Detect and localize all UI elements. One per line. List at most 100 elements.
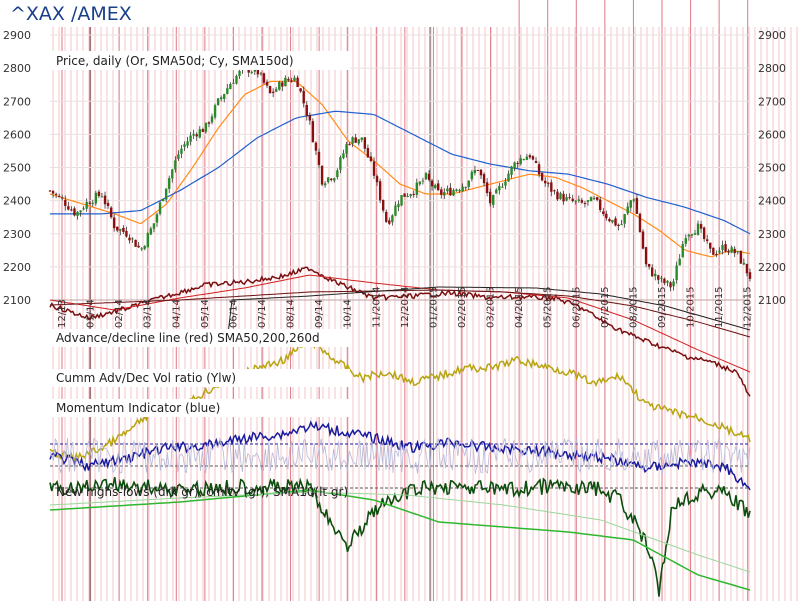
candle-body [437, 183, 440, 191]
candle-body [375, 176, 379, 183]
candle-body [79, 210, 82, 213]
x-tick-label: 06/14 [228, 299, 239, 328]
candle-body [479, 169, 483, 176]
candle-body [354, 137, 357, 143]
candle-body [495, 189, 498, 194]
candle-body [134, 239, 137, 247]
x-tick-label: 03/14 [143, 299, 154, 328]
candle-body [372, 161, 376, 176]
y-tick-label-right: 2800 [758, 62, 786, 75]
candle-body [553, 190, 556, 192]
y-tick-label-left: 2600 [3, 128, 31, 141]
candle-body [256, 66, 260, 75]
y-tick-label-right: 2600 [758, 128, 786, 141]
candle-body [91, 202, 94, 204]
candle-body [94, 192, 98, 204]
y-ticks-right: 2900 2800 2700 2600 2500 2400 2300 2200 2100 [758, 29, 786, 307]
candle-body [259, 73, 263, 75]
candle-body [116, 226, 119, 231]
legend-advol-box [50, 369, 350, 387]
candle-body [730, 247, 733, 253]
candle-body [305, 104, 308, 116]
candle-body [418, 181, 422, 185]
candle-body [693, 233, 697, 235]
candle-body [458, 189, 461, 191]
candle-body [238, 71, 241, 76]
candle-body [183, 144, 186, 148]
candle-body [415, 182, 419, 195]
candle-body [140, 248, 143, 250]
candle-body [180, 148, 183, 154]
candle-body [718, 250, 721, 253]
candle-body [400, 195, 403, 206]
candle-body [100, 196, 104, 198]
candle-body [207, 122, 211, 124]
candle-body [103, 195, 107, 205]
candle-body [470, 171, 474, 180]
x-tick-label: 05/2015 [543, 286, 554, 328]
candle-body [498, 185, 501, 191]
x-tick-label: 11/2015 [714, 286, 725, 328]
new-highs-lows-line [49, 477, 751, 597]
y-tick-label-left: 2500 [3, 162, 31, 175]
candle-body [580, 200, 584, 203]
candle-body [430, 180, 434, 187]
candle-body [48, 190, 52, 192]
candle-body [440, 189, 443, 195]
candle-body [381, 199, 385, 211]
legend-momentum-box [50, 399, 350, 417]
candle-body [556, 191, 559, 200]
candle-body [626, 206, 629, 214]
candle-body [623, 214, 626, 224]
candle-body [112, 217, 116, 229]
x-tick-label: 04/14 [171, 299, 182, 328]
candle-body [229, 83, 232, 90]
x-tick-label: 02/2015 [457, 286, 468, 328]
legend-price-box [50, 51, 350, 70]
candle-body [333, 178, 336, 181]
ad-sma200-line [49, 289, 751, 338]
candle-body [265, 81, 269, 86]
candle-body [586, 200, 590, 202]
candle-body [589, 197, 593, 202]
candle-body [501, 186, 504, 188]
candle-body [592, 198, 596, 200]
new-highs-lows-sma10-line [49, 491, 751, 573]
x-tick-label: 01/2015 [428, 286, 439, 328]
candle-body [275, 89, 278, 92]
candle-body [64, 199, 67, 207]
candle-body [299, 88, 302, 92]
candle-body [654, 273, 657, 277]
candle-body [446, 188, 449, 192]
candle-body [727, 251, 730, 253]
y-tick-label-right: 2100 [758, 294, 786, 307]
candle-body [666, 280, 669, 283]
candle-body [427, 173, 431, 180]
y-tick-label-left: 2700 [3, 95, 31, 108]
legend-price: Price, daily (Or, SMA50d; Cy, SMA150d) [56, 54, 294, 68]
candle-body [323, 183, 327, 186]
candle-body [109, 207, 113, 218]
x-tick-label: 01/14 [86, 299, 97, 328]
candle-body [522, 159, 525, 161]
candle-body [513, 162, 516, 169]
sma50-line [49, 80, 751, 258]
candle-body [287, 79, 290, 81]
y-tick-label-left: 2100 [3, 294, 31, 307]
candle-body [164, 188, 168, 200]
candle-body [106, 203, 110, 206]
candle-body [540, 172, 544, 181]
candle-body [519, 158, 522, 164]
candle-body [317, 151, 321, 166]
candle-body [320, 165, 324, 185]
candle-body [488, 191, 492, 204]
x-tick-label: 11/2014 [371, 286, 382, 328]
candle-body [455, 189, 458, 191]
candle-body [296, 77, 299, 88]
candle-body [97, 191, 101, 197]
candle-body [70, 209, 73, 211]
candle-body [290, 80, 293, 82]
candle-body [388, 220, 391, 224]
candle-body [528, 155, 532, 158]
